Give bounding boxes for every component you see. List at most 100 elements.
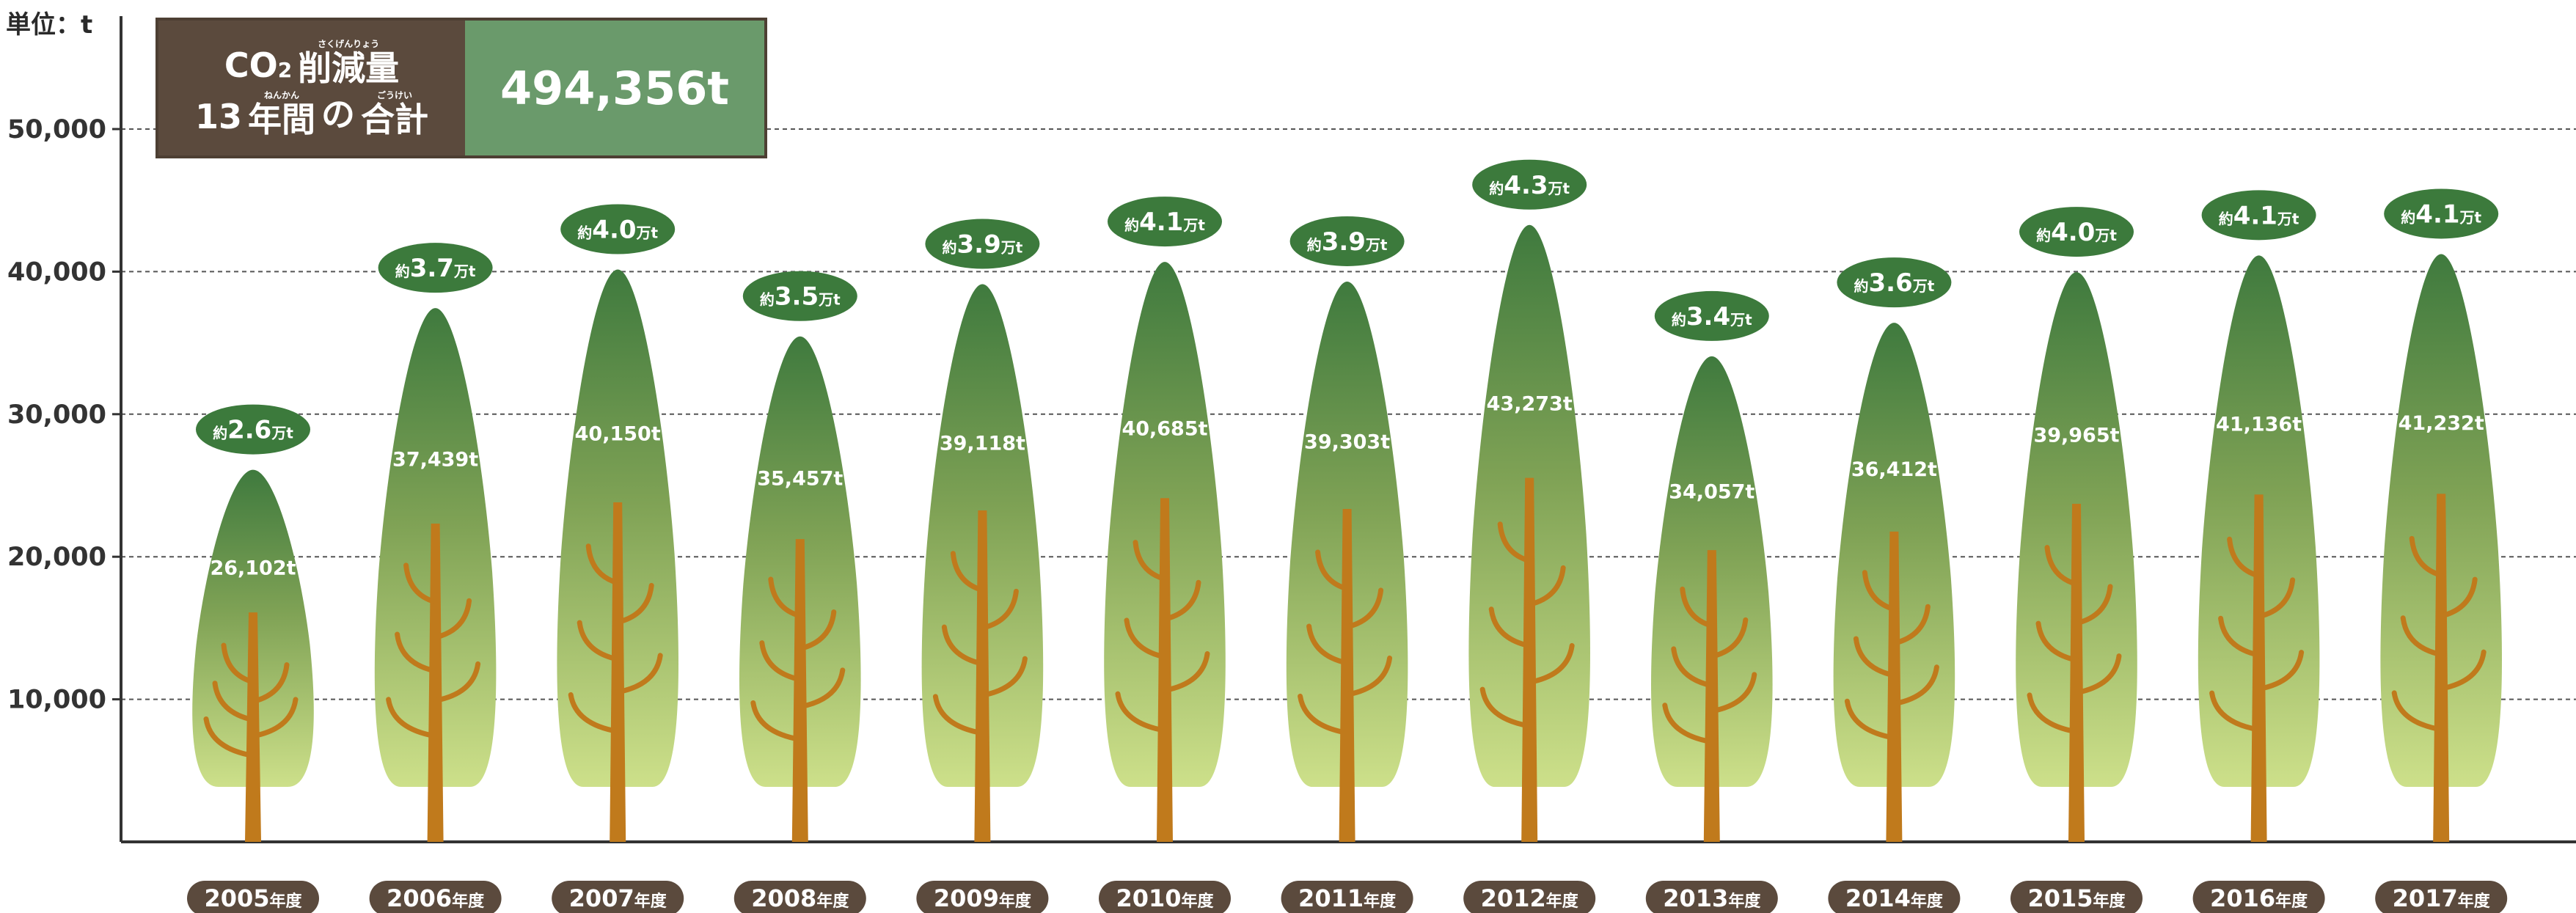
year-number: 2011 [1298, 884, 1364, 912]
tree-branch [932, 694, 985, 736]
badge-prefix: 約 [760, 291, 775, 309]
data-label-value: 34,057t [1669, 481, 1754, 504]
years-number: 13 [194, 97, 242, 136]
tree-branch [1862, 570, 1897, 612]
y-tick-label-40000: 40,000 [7, 257, 106, 287]
tree-branch [2035, 620, 2079, 663]
data-label-value: 40,150t [575, 422, 661, 445]
year-suffix: 年度 [816, 892, 849, 911]
tree-branch [433, 598, 472, 640]
badge-suffix: 万t [1365, 236, 1388, 254]
badge-number: 3.4 [1686, 302, 1730, 331]
badge-suffix: 万t [818, 291, 841, 309]
tree-branch [797, 667, 846, 710]
tree-branch [2074, 584, 2113, 626]
tree-branch [395, 631, 439, 674]
year-suffix: 年度 [270, 892, 303, 911]
reduction-text: 削減量 [298, 48, 400, 88]
tree-branch [1124, 617, 1168, 660]
tree-branch [979, 588, 1019, 631]
year-number: 2009 [934, 884, 999, 912]
tree-branch [950, 551, 985, 593]
badge-suffix: 万t [1000, 239, 1023, 257]
tree-branch [1709, 672, 1757, 714]
year-number: 2005 [204, 884, 269, 912]
co2-subscript: 2 [277, 58, 293, 82]
tree-2015年度: 39,965t 約4.0万t 2015年度 [2010, 207, 2143, 913]
tree-branch [759, 640, 803, 683]
tree-trunk [1157, 498, 1173, 842]
year-pill [1828, 881, 1961, 913]
tree-branch [2438, 576, 2478, 619]
year-pill [916, 881, 1049, 913]
badge-number: 3.7 [410, 254, 454, 283]
year-number: 2014 [1845, 884, 1911, 912]
tree-branch [403, 562, 439, 605]
year-suffix: 年度 [2275, 892, 2308, 911]
data-label-value: 26,102t [210, 557, 296, 579]
year-number: 2007 [569, 884, 634, 912]
badge-number: 4.0 [592, 215, 636, 244]
year-suffix: 年度 [452, 892, 485, 911]
year-suffix: 年度 [1182, 892, 1215, 911]
year-pill [1099, 881, 1231, 913]
tree-2011年度: 39,303t 約3.9万t 2011年度 [1281, 216, 1413, 913]
summary-label: CO2 さくげんりょう 削減量 13 ねんかん 年間 の ごうけい 合計 [158, 21, 465, 155]
year-suffix: 年度 [634, 892, 667, 911]
x-tick-label: 2013年度 [1663, 884, 1761, 912]
tree-branch [203, 716, 256, 758]
badge-suffix: 万t [1730, 311, 1752, 329]
year-pill [552, 881, 684, 913]
tree-branch [1526, 642, 1575, 685]
tree-branch [615, 653, 663, 695]
data-label-value: 39,118t [940, 433, 1025, 455]
tree-branch [212, 681, 256, 723]
approx-badge-label: 約3.4万t [1672, 302, 1752, 331]
approx-badge-label: 約3.7万t [395, 254, 476, 283]
data-label-value: 36,412t [1851, 458, 1937, 481]
tree-branch [2438, 649, 2487, 692]
year-suffix: 年度 [999, 892, 1032, 911]
approx-badge [1472, 159, 1587, 210]
tree-branch [577, 620, 621, 662]
x-tick-label: 2015年度 [2027, 884, 2126, 912]
badge-number: 4.1 [2415, 199, 2459, 229]
approx-badge-label: 約3.6万t [1854, 268, 1935, 298]
tree-trunk [2433, 494, 2450, 842]
approx-badge [2201, 190, 2316, 241]
reduction-word: さくげんりょう 削減量 [298, 40, 399, 85]
badge-prefix: 約 [2401, 208, 2415, 226]
y-tick-label-20000: 20,000 [7, 543, 106, 572]
approx-badge-label: 約2.6万t [213, 416, 293, 445]
approx-badge [378, 243, 493, 293]
tree-branch [1497, 521, 1532, 564]
tree-branch [750, 700, 803, 742]
year-suffix: 年度 [2093, 892, 2126, 911]
y-tick-label-10000: 10,000 [7, 686, 106, 715]
co2-text: CO2 [224, 45, 292, 85]
badge-prefix: 約 [577, 224, 592, 241]
approx-badge-label: 約4.1万t [1124, 208, 1205, 237]
summary-box: CO2 さくげんりょう 削減量 13 ねんかん 年間 の ごうけい 合計 494… [155, 18, 767, 158]
approx-badge [742, 271, 857, 321]
tree-branch [250, 662, 290, 705]
tree-2005年度: 26,102t 約2.6万t 2005年度 [187, 404, 319, 913]
x-tick-label: 2014年度 [1845, 884, 1944, 912]
year-pill [733, 881, 866, 913]
approx-badge [1108, 197, 1222, 247]
approx-badge-label: 約3.9万t [943, 230, 1023, 260]
tree-branch [2209, 690, 2262, 733]
tree-branch [2227, 536, 2262, 579]
tree-branch [433, 661, 481, 703]
total-word: ごうけい 合計 [361, 91, 428, 136]
y-tick-label-50000: 50,000 [7, 115, 106, 144]
tree-branch [2256, 577, 2296, 620]
approx-badge-label: 約3.5万t [760, 282, 841, 312]
tree-branch [2400, 615, 2444, 658]
badge-number: 3.9 [957, 230, 1001, 260]
tree-branch [797, 609, 837, 652]
approx-badge [2384, 188, 2499, 239]
data-label-value: 41,232t [2398, 412, 2484, 435]
tree-branch [585, 543, 621, 586]
